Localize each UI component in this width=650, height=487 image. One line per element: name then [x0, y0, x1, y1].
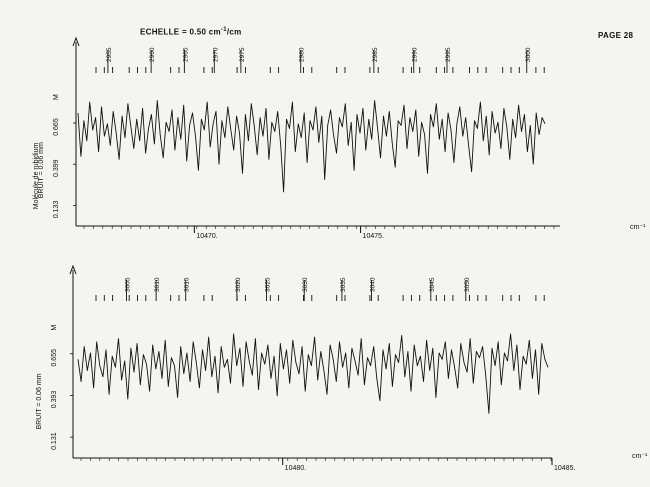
line-id-label: 3045 — [429, 277, 436, 292]
line-id-label: 3030 — [302, 277, 309, 292]
x-tick-label: 10475. — [363, 233, 384, 240]
line-id-label: 2980 — [299, 47, 306, 62]
x-tick-label: 10470. — [196, 233, 217, 240]
line-id-label: 2955 — [106, 47, 113, 62]
x-tick-label: 10485. — [554, 465, 575, 472]
y-tick-label: 0.131 — [51, 432, 58, 450]
line-id-label: 2960 — [149, 47, 156, 62]
y-tick-label: 0.393 — [51, 391, 58, 409]
line-id-label: 2965 — [182, 47, 189, 62]
scale-label: ECHELLE = 0.50 cm-1/cm — [140, 27, 242, 37]
y-tick-label: 0.399 — [53, 159, 60, 177]
line-id-label: 2970 — [212, 47, 219, 62]
line-id-label: 3025 — [265, 277, 272, 292]
line-id-label: 2990 — [412, 47, 419, 62]
line-id-label: 3000 — [525, 47, 532, 62]
line-id-label: 3020 — [235, 277, 242, 292]
x-unit-label: cm⁻¹ — [630, 224, 646, 231]
noise-label: BRUIT = 0.06 mm — [36, 373, 43, 429]
spectrum-trace — [77, 100, 546, 193]
y-tick-label: 0.133 — [53, 201, 60, 219]
noise-label: BRUIT = 0.06 mm — [38, 142, 45, 198]
line-id-label: 3005 — [124, 277, 131, 292]
line-id-label: 3035 — [340, 277, 347, 292]
line-id-label: 3010 — [154, 277, 161, 292]
x-unit-label: cm⁻¹ — [632, 453, 648, 460]
y-axis-mark: M — [51, 325, 58, 331]
molecule-label: Molécule de rubidium — [33, 143, 40, 210]
y-axis-arrow — [72, 36, 80, 47]
y-axis-mark: M — [53, 94, 60, 100]
line-id-label: 2985 — [372, 47, 379, 62]
x-tick-label: 10480. — [285, 465, 306, 472]
line-id-label: 3050 — [464, 277, 471, 292]
line-id-label: 2995 — [445, 47, 452, 62]
line-id-label: 2975 — [239, 47, 246, 62]
line-id-label: 3040 — [370, 277, 377, 292]
y-tick-label: 0.665 — [53, 118, 60, 136]
line-id-label: 3015 — [184, 277, 191, 292]
y-tick-label: 0.655 — [51, 349, 58, 367]
y-axis-arrow — [69, 264, 77, 275]
spectrum-trace — [77, 333, 549, 414]
page-number: PAGE 28 — [598, 31, 634, 40]
